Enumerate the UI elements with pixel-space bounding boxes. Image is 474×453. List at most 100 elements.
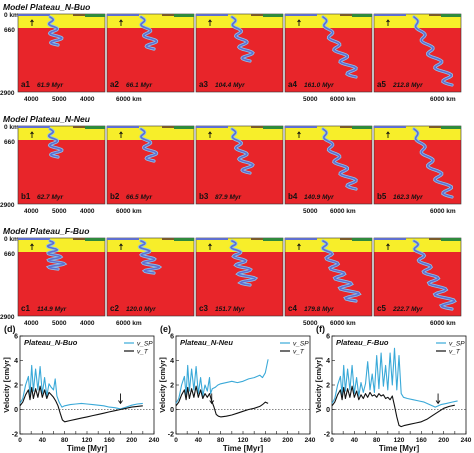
series-line-v-sp (19, 364, 143, 410)
subducting-plate (107, 238, 139, 240)
x-tick: 5000 (303, 96, 318, 103)
down-arrow-icon (209, 393, 215, 405)
row-title: Model Plateau_F-Buo (3, 226, 89, 236)
x-tick-label: 160 (104, 437, 115, 444)
velocity-arrow-icon (30, 19, 34, 26)
x-tick-label: 120 (82, 437, 93, 444)
depth-tick-0: 0 km (4, 236, 19, 243)
overriding-plate (441, 238, 461, 241)
slab-core (321, 240, 361, 302)
snapshot-panel: b1 62.7 Myr (17, 125, 106, 205)
y-tick-label: 2 (326, 383, 330, 390)
panel-label: c2 (110, 304, 119, 313)
panel-label: a1 (21, 80, 30, 89)
panel-time: 120.0 Myr (126, 306, 156, 313)
overriding-plate (85, 14, 105, 17)
velocity-arrow-icon (386, 19, 390, 26)
slab-core (230, 240, 257, 286)
panel-frame (195, 237, 284, 317)
x-tick-label: 240 (461, 437, 472, 444)
y-tick-label: -2 (12, 432, 18, 439)
y-tick-label: 0 (326, 407, 330, 414)
panel-frame (17, 125, 106, 205)
subducting-plate (196, 238, 228, 240)
upper-mantle-region (285, 126, 372, 140)
x-tick-label: 0 (330, 437, 334, 444)
panel-frame (373, 125, 462, 205)
x-tick-label: 200 (126, 437, 137, 444)
x-tick: 5000 (52, 320, 67, 327)
subducting-plate (107, 126, 139, 128)
plateau-block (251, 238, 263, 240)
legend-label-v-sp: v_SP (449, 341, 465, 348)
velocity-arrow-icon (386, 243, 390, 250)
slab-core (322, 16, 357, 78)
panel-time: 87.9 Myr (215, 194, 241, 201)
plateau-block (429, 126, 441, 128)
panel-label: c4 (288, 304, 297, 313)
x-tick-label: 200 (438, 437, 449, 444)
velocity-arrow-icon (208, 131, 212, 138)
velocity-arrow-icon (119, 19, 123, 26)
x-tick-label: 120 (394, 437, 405, 444)
y-tick-label: 0 (170, 407, 174, 414)
series-line-v-t (19, 385, 143, 423)
snapshot-panel: b5 162.3 Myr (373, 125, 462, 205)
panel-label: c1 (21, 304, 30, 313)
x-tick: 4000 (24, 208, 39, 215)
plateau-block (429, 238, 441, 240)
x-tick-label: 80 (61, 437, 69, 444)
overriding-plate (441, 14, 461, 17)
subducting-plate (18, 126, 50, 128)
subducting-plate (285, 14, 317, 16)
panel-label: a4 (288, 80, 297, 89)
panel-time: 161.0 Myr (304, 82, 334, 89)
legend-label-v-sp: v_SP (137, 341, 153, 348)
panel-time: 140.9 Myr (304, 194, 334, 201)
x-tick: 6000 km (116, 208, 142, 215)
overriding-plate (352, 238, 372, 241)
series-line-v-sp (331, 347, 458, 408)
row-title: Model Plateau_N-Buo (3, 2, 90, 12)
series-line-v-t (331, 385, 455, 428)
x-tick: 6000 km (116, 320, 142, 327)
snapshot-panel: c5 222.7 Myr (373, 237, 462, 317)
x-tick: 6000 km (430, 96, 456, 103)
x-tick-label: 240 (149, 437, 160, 444)
y-axis-label: Velocity [cm/yr] (314, 357, 323, 413)
x-axis-label: Time [Myr] (67, 444, 108, 453)
depth-tick-0: 0 km (4, 12, 19, 19)
overriding-plate (85, 126, 105, 129)
y-tick-label: 6 (170, 334, 174, 341)
x-axis-label: Time [Myr] (223, 444, 264, 453)
velocity-arrow-icon (119, 243, 123, 250)
slab-core (413, 16, 453, 86)
legend-label-v-sp: v_SP (293, 341, 309, 348)
x-tick-label: 160 (416, 437, 427, 444)
plateau-block (429, 14, 441, 16)
plateau-block (162, 126, 174, 128)
x-tick-label: 80 (373, 437, 381, 444)
overriding-plate (174, 14, 194, 17)
down-arrow-icon (118, 393, 123, 405)
y-tick-label: 6 (14, 334, 18, 341)
subducting-plate (374, 14, 406, 16)
panel-frame (17, 13, 106, 93)
y-tick-label: 0 (14, 407, 18, 414)
upper-mantle-region (285, 14, 372, 28)
panel-label: c3 (199, 304, 208, 313)
x-tick: 4000 (24, 320, 39, 327)
plot-frame (175, 335, 311, 435)
panel-label: b1 (21, 192, 31, 201)
plateau-block (73, 14, 85, 16)
depth-tick-660: 660 (4, 27, 15, 34)
velocity-arrow-icon (119, 131, 123, 138)
series-line-v-t (175, 385, 269, 418)
slab-core (140, 128, 158, 162)
upper-mantle-region (107, 238, 194, 252)
